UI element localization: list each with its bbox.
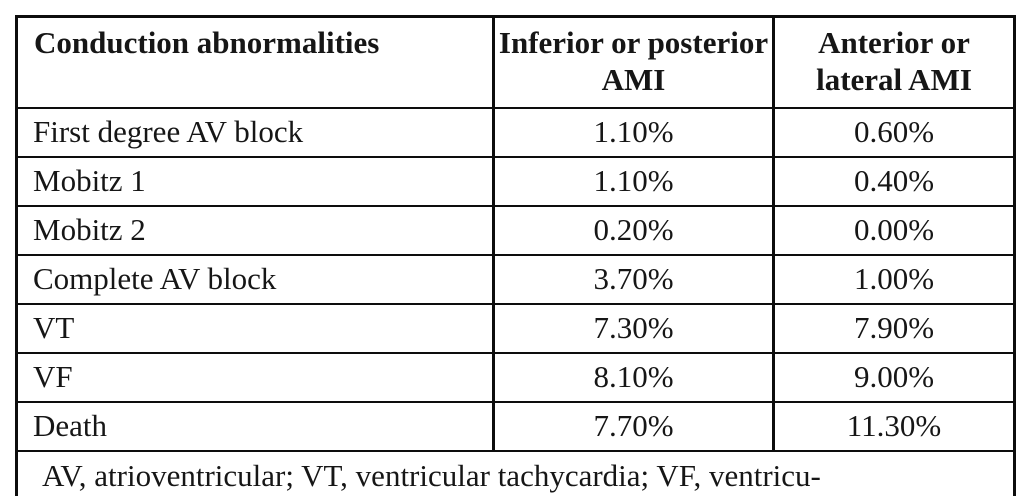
value-cell: 11.30% — [772, 400, 1016, 452]
value-cell: 1.00% — [772, 253, 1016, 305]
value-cell: 0.60% — [772, 106, 1016, 158]
value-cell: 1.10% — [492, 155, 775, 207]
row-label: VT — [15, 302, 495, 354]
value-cell: 1.10% — [492, 106, 775, 158]
row-label: Death — [15, 400, 495, 452]
value-cell: 3.70% — [492, 253, 775, 305]
row-label: First degree AV block — [15, 106, 495, 158]
header-conduction-abnormalities: Conduction abnormalities — [15, 15, 495, 109]
value-cell: 9.00% — [772, 351, 1016, 403]
table-row-vt: VT 7.30% 7.90% — [15, 302, 1016, 354]
header-anterior-lateral-ami: Anterior or lateral AMI — [772, 15, 1016, 109]
conduction-abnormalities-table: Conduction abnormalities Inferior or pos… — [15, 15, 1016, 496]
row-label: Complete AV block — [15, 253, 495, 305]
value-cell: 7.90% — [772, 302, 1016, 354]
table-row-first-degree-av-block: First degree AV block 1.10% 0.60% — [15, 106, 1016, 158]
table-row-vf: VF 8.10% 9.00% — [15, 351, 1016, 403]
table-row-mobitz-2: Mobitz 2 0.20% 0.00% — [15, 204, 1016, 256]
value-cell: 0.20% — [492, 204, 775, 256]
table-row-death: Death 7.70% 11.30% — [15, 400, 1016, 452]
header-inferior-posterior-ami: Inferior or posterior AMI — [492, 15, 775, 109]
table-row-mobitz-1: Mobitz 1 1.10% 0.40% — [15, 155, 1016, 207]
value-cell: 7.30% — [492, 302, 775, 354]
row-label: Mobitz 1 — [15, 155, 495, 207]
table-footnote: AV, atrioventricular; VT, ventricular ta… — [15, 449, 1016, 496]
table-row-complete-av-block: Complete AV block 3.70% 1.00% — [15, 253, 1016, 305]
header-row: Conduction abnormalities Inferior or pos… — [15, 15, 1016, 109]
table-body: First degree AV block 1.10% 0.60% Mobitz… — [15, 106, 1016, 496]
value-cell: 8.10% — [492, 351, 775, 403]
value-cell: 0.00% — [772, 204, 1016, 256]
table-header: Conduction abnormalities Inferior or pos… — [15, 15, 1016, 109]
value-cell: 0.40% — [772, 155, 1016, 207]
footnote-row: AV, atrioventricular; VT, ventricular ta… — [15, 449, 1016, 496]
row-label: VF — [15, 351, 495, 403]
value-cell: 7.70% — [492, 400, 775, 452]
row-label: Mobitz 2 — [15, 204, 495, 256]
